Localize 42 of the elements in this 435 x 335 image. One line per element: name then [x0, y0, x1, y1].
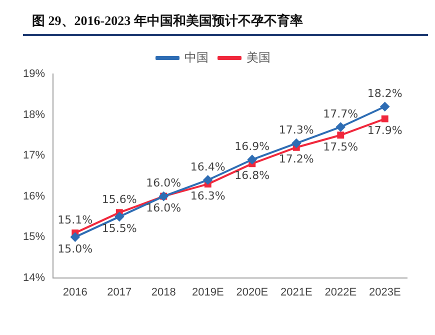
- data-label: 16.9%: [234, 140, 270, 153]
- y-tick-label: 16%: [22, 190, 46, 202]
- point: [381, 115, 388, 122]
- data-label: 16.3%: [190, 189, 226, 202]
- data-label: 16.0%: [146, 202, 182, 215]
- point: [336, 122, 346, 132]
- point: [70, 232, 80, 242]
- legend-label: 中国: [184, 50, 208, 64]
- data-label: 15.6%: [102, 192, 137, 206]
- data-label: 17.3%: [278, 124, 314, 137]
- data-label: 15.1%: [58, 213, 93, 226]
- x-tick-label: 2019E: [192, 286, 224, 298]
- x-tick-label: 2022E: [324, 286, 357, 298]
- point: [248, 155, 257, 164]
- x-tick-label: 2023E: [368, 286, 401, 298]
- data-label: 18.2%: [367, 86, 402, 100]
- y-tick-label: 18%: [22, 108, 46, 121]
- data-label: 15.5%: [102, 222, 137, 236]
- data-label: 17.5%: [323, 140, 358, 154]
- y-tick-label: 14%: [22, 272, 46, 284]
- point: [114, 212, 124, 222]
- x-tick-label: 2017: [107, 286, 132, 298]
- point: [203, 175, 212, 184]
- data-label: 17.7%: [323, 107, 358, 120]
- data-label: 16.0%: [146, 176, 182, 190]
- x-tick-label: 2021E: [280, 286, 312, 298]
- y-tick-label: 17%: [22, 150, 46, 162]
- point: [380, 102, 390, 112]
- x-tick-label: 2018: [151, 286, 176, 298]
- chart-title: 图 29、2016-2023 年中国和美国预计不孕不育率: [32, 12, 303, 30]
- point: [337, 132, 344, 139]
- data-label: 17.2%: [278, 152, 314, 166]
- x-tick-label: 2020E: [236, 286, 268, 298]
- data-label: 17.9%: [367, 124, 402, 138]
- x-tick-label: 2016: [62, 286, 88, 298]
- data-label: 16.4%: [190, 160, 226, 174]
- point: [292, 138, 301, 148]
- data-label: 15.0%: [58, 242, 93, 256]
- data-label: 16.8%: [234, 169, 270, 182]
- y-tick-label: 15%: [22, 231, 46, 244]
- y-tick-label: 19%: [22, 68, 46, 80]
- legend-label: 美国: [246, 50, 270, 64]
